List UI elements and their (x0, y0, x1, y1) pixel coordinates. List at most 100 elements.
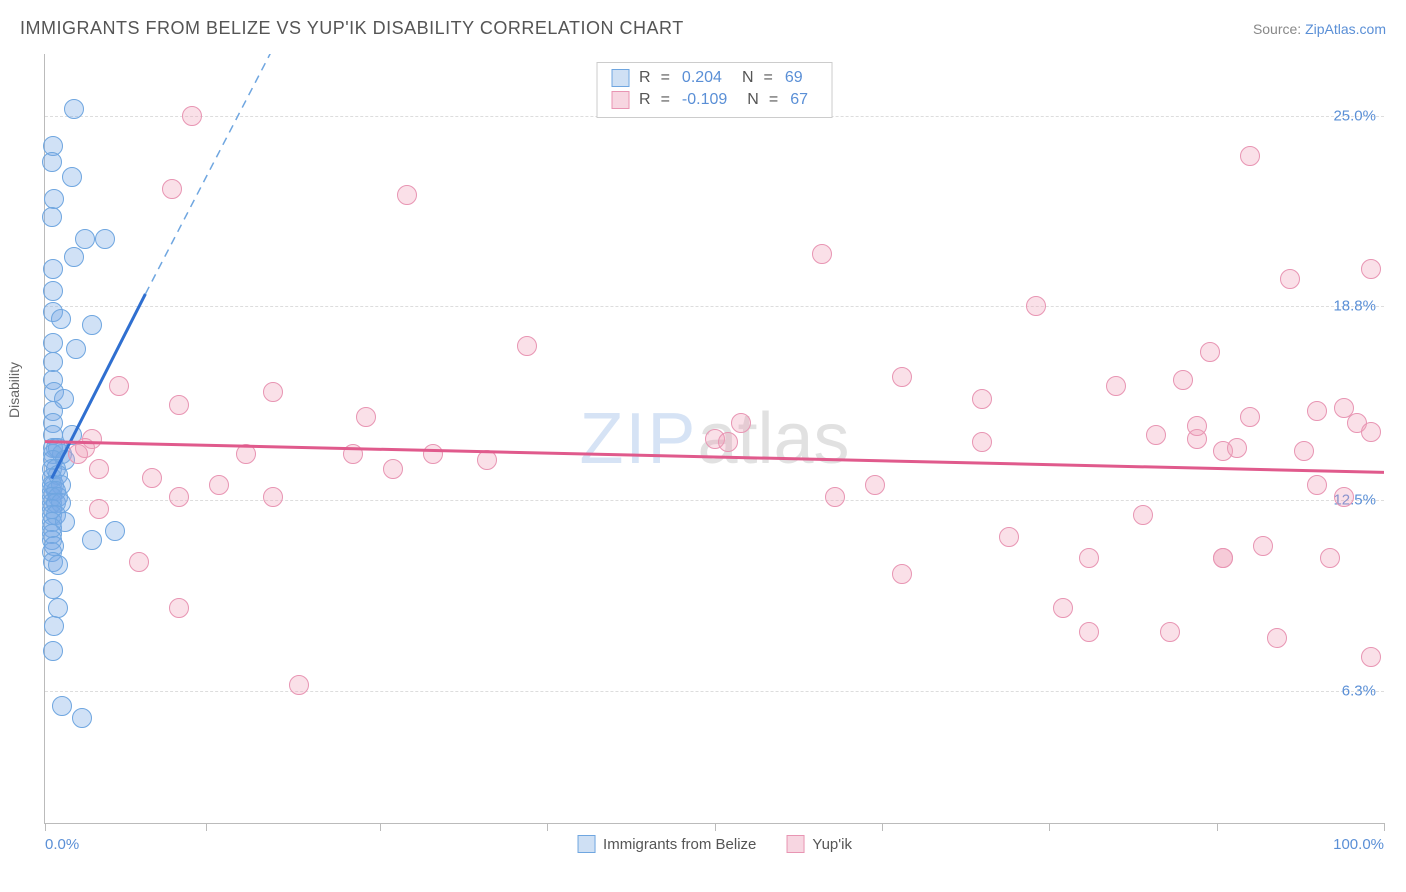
data-point (731, 413, 751, 433)
data-point (1173, 370, 1193, 390)
data-point (169, 598, 189, 618)
x-tick (547, 823, 548, 831)
data-point (356, 407, 376, 427)
data-point (66, 339, 86, 359)
data-point (72, 708, 92, 728)
legend-row-series-1: R = 0.204 N = 69 (611, 67, 818, 89)
data-point (75, 229, 95, 249)
series-legend: Immigrants from Belize Yup'ik (577, 835, 852, 853)
data-point (1146, 425, 1166, 445)
n-label: N (742, 67, 754, 89)
data-point (95, 229, 115, 249)
equals-sign: = (764, 67, 773, 89)
data-point (972, 432, 992, 452)
data-point (182, 106, 202, 126)
x-tick (380, 823, 381, 831)
data-point (1334, 487, 1354, 507)
data-point (1253, 536, 1273, 556)
equals-sign: = (661, 89, 670, 111)
data-point (1106, 376, 1126, 396)
data-point (1361, 422, 1381, 442)
data-point (129, 552, 149, 572)
data-point (42, 207, 62, 227)
legend-bottom-swatch-2 (786, 835, 804, 853)
data-point (1361, 647, 1381, 667)
x-tick (882, 823, 883, 831)
r-label: R (639, 67, 651, 89)
data-point (865, 475, 885, 495)
x-axis-label: 100.0% (1333, 836, 1384, 853)
data-point (142, 468, 162, 488)
legend-swatch-1 (611, 69, 629, 87)
data-point (892, 564, 912, 584)
data-point (82, 530, 102, 550)
data-point (64, 99, 84, 119)
data-point (1267, 628, 1287, 648)
r-value-2: -0.109 (682, 89, 727, 111)
correlation-legend: R = 0.204 N = 69 R = -0.109 N = 67 (596, 62, 833, 118)
data-point (263, 382, 283, 402)
gridline (45, 306, 1384, 307)
data-point (48, 598, 68, 618)
data-point (43, 641, 63, 661)
data-point (972, 389, 992, 409)
data-point (1240, 146, 1260, 166)
x-tick (206, 823, 207, 831)
r-value-1: 0.204 (682, 67, 722, 89)
data-point (423, 444, 443, 464)
source-attribution: Source: ZipAtlas.com (1253, 21, 1386, 37)
data-point (1240, 407, 1260, 427)
data-point (1160, 622, 1180, 642)
legend-swatch-2 (611, 91, 629, 109)
data-point (43, 352, 63, 372)
y-tick-label: 6.3% (1342, 682, 1376, 699)
data-point (1079, 548, 1099, 568)
n-value-1: 69 (785, 67, 803, 89)
data-point (1227, 438, 1247, 458)
data-point (1361, 259, 1381, 279)
data-point (64, 247, 84, 267)
data-point (892, 367, 912, 387)
data-point (68, 444, 88, 464)
data-point (1294, 441, 1314, 461)
x-tick (45, 823, 46, 831)
data-point (383, 459, 403, 479)
legend-label-1: Immigrants from Belize (603, 836, 756, 853)
data-point (1026, 296, 1046, 316)
n-value-2: 67 (790, 89, 808, 111)
data-point (343, 444, 363, 464)
x-tick (1217, 823, 1218, 831)
data-point (105, 521, 125, 541)
scatter-plot-area: ZIPatlas R = 0.204 N = 69 R = -0.109 N =… (44, 54, 1384, 824)
gridline (45, 500, 1384, 501)
data-point (43, 259, 63, 279)
data-point (42, 152, 62, 172)
data-point (43, 579, 63, 599)
source-label: Source: (1253, 21, 1301, 37)
data-point (999, 527, 1019, 547)
data-point (1307, 401, 1327, 421)
data-point (169, 487, 189, 507)
legend-label-2: Yup'ik (812, 836, 852, 853)
y-axis-label: Disability (6, 362, 22, 418)
x-tick (1384, 823, 1385, 831)
data-point (89, 499, 109, 519)
n-label: N (747, 89, 759, 111)
data-point (209, 475, 229, 495)
data-point (44, 189, 64, 209)
legend-item-2: Yup'ik (786, 835, 852, 853)
data-point (52, 696, 72, 716)
legend-row-series-2: R = -0.109 N = 67 (611, 89, 818, 111)
data-point (1187, 416, 1207, 436)
data-point (89, 459, 109, 479)
equals-sign: = (769, 89, 778, 111)
legend-item-1: Immigrants from Belize (577, 835, 756, 853)
x-axis-label: 0.0% (45, 836, 79, 853)
data-point (517, 336, 537, 356)
data-point (162, 179, 182, 199)
x-tick (1049, 823, 1050, 831)
data-point (1200, 342, 1220, 362)
data-point (477, 450, 497, 470)
source-link[interactable]: ZipAtlas.com (1305, 21, 1386, 37)
data-point (44, 616, 64, 636)
